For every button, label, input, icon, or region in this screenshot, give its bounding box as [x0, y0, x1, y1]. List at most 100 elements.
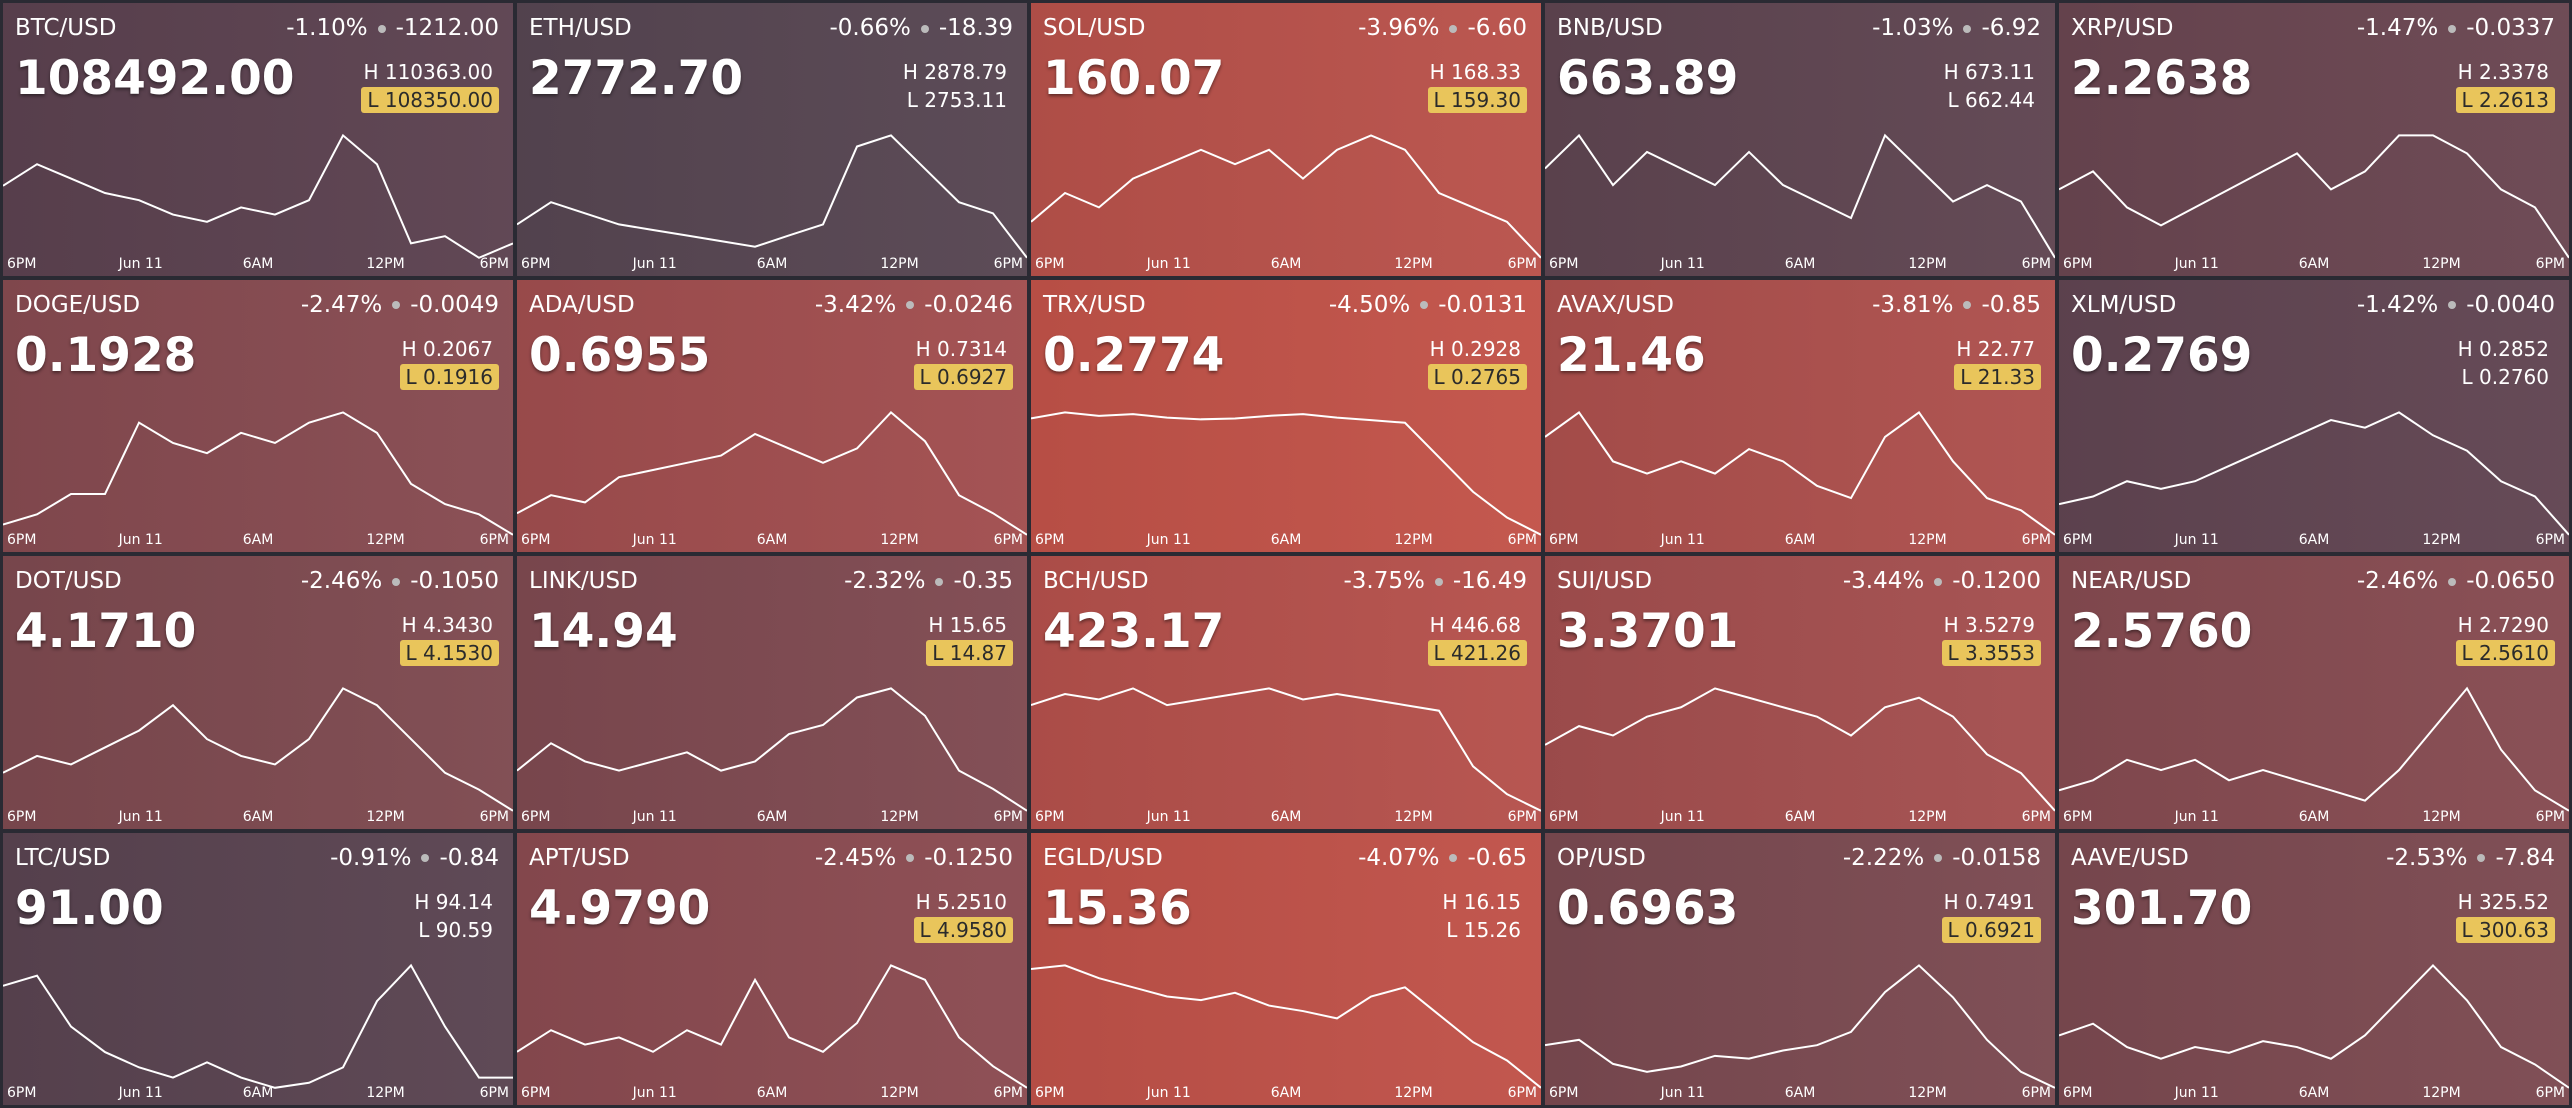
sparkline	[1031, 121, 1541, 265]
change: -2.53% -7.84	[2386, 845, 2555, 871]
change-percent: -1.47%	[2356, 15, 2439, 41]
sparkline	[3, 398, 513, 542]
low-value: 0.1916	[423, 364, 493, 389]
x-axis-label: Jun 11	[632, 255, 677, 272]
high-prefix: H	[1442, 889, 1458, 914]
low-prefix: L	[906, 88, 918, 112]
x-axis-label: 12PM	[2422, 532, 2461, 548]
x-axis-label: Jun 11	[1660, 1085, 1705, 1101]
price-line	[3, 412, 513, 534]
low-value: 662.44	[1965, 88, 2035, 112]
high-prefix: H	[1429, 60, 1445, 84]
change-amount: -0.0650	[2466, 568, 2555, 594]
x-axis-label: 12PM	[366, 1085, 405, 1101]
x-axis-label: 12PM	[880, 532, 919, 548]
price: 0.1928	[15, 327, 197, 383]
price: 3.3701	[1557, 604, 1739, 659]
change-amount: -18.39	[938, 15, 1013, 41]
high: H 16.15	[1436, 889, 1527, 915]
change-amount: -0.35	[953, 568, 1013, 594]
price: 0.2774	[1043, 327, 1225, 383]
change-percent: -4.07%	[1358, 844, 1440, 871]
price: 0.2769	[2071, 327, 2253, 383]
price: 91.00	[15, 880, 164, 936]
low: L 421.26	[1427, 640, 1527, 666]
high: H 15.65	[922, 612, 1013, 638]
change-percent: -4.50%	[1328, 291, 1411, 318]
high-prefix: H	[928, 613, 944, 637]
x-axis-label: 6PM	[7, 255, 37, 272]
x-axis-label: 12PM	[1394, 255, 1433, 272]
x-axis-label: Jun 11	[632, 1085, 677, 1101]
x-axis-label: 6PM	[521, 1085, 551, 1101]
high-value: 94.14	[435, 889, 493, 914]
x-axis-label: 6AM	[242, 808, 274, 825]
price: 663.89	[1557, 51, 1739, 106]
low-value: 4.9580	[937, 917, 1007, 942]
low-prefix: L	[1960, 364, 1972, 389]
x-axis-label: 6PM	[7, 808, 37, 825]
change-amount: -6.92	[1981, 15, 2041, 41]
change-amount: -0.65	[1467, 844, 1527, 871]
x-axis-label: 6PM	[479, 1085, 509, 1101]
pair-name: TRX/USD	[1043, 291, 1146, 318]
x-axis-label: Jun 11	[118, 255, 163, 272]
pair-name: LINK/USD	[529, 568, 638, 594]
change-amount: -0.0337	[2466, 15, 2555, 41]
x-axis-label: Jun 11	[1660, 532, 1705, 548]
ticker-tile: DOT/USD -2.46% -0.1050 4.1710 H 4.3430 L 4.15…	[3, 556, 513, 829]
low: L 3.3553	[1941, 640, 2041, 666]
pair-name: NEAR/USD	[2071, 568, 2192, 594]
price: 160.07	[1043, 51, 1225, 106]
change-amount: -0.0049	[410, 291, 499, 318]
change: -3.42% -0.0246	[815, 292, 1013, 318]
low: L 159.30	[1427, 87, 1527, 113]
high-value: 0.7314	[937, 336, 1007, 361]
high-value: 4.3430	[423, 613, 493, 637]
x-axis-label: 12PM	[366, 808, 405, 825]
change: -1.10% -1212.00	[286, 15, 499, 41]
change: -2.32% -0.35	[844, 568, 1013, 594]
high: H 2878.79	[897, 59, 1013, 85]
change: -2.22% -0.0158	[1843, 845, 2041, 871]
x-axis-label: 6PM	[2535, 1085, 2565, 1101]
x-axis-label: 6AM	[1784, 255, 1816, 272]
low: L 2.5610	[2455, 640, 2555, 666]
separator-dot	[377, 24, 386, 33]
x-axis-label: 12PM	[1394, 532, 1433, 548]
sparkline	[1545, 398, 2055, 542]
low: L 2753.11	[901, 87, 1013, 113]
x-axis-label: 6PM	[993, 532, 1023, 548]
high-value: 0.2852	[2479, 336, 2549, 361]
price: 4.1710	[15, 604, 197, 659]
high-prefix: H	[2457, 60, 2473, 84]
low: L 108350.00	[361, 87, 499, 113]
low-prefix: L	[1947, 917, 1959, 942]
separator-dot	[2448, 24, 2457, 33]
x-axis-label: 12PM	[880, 808, 919, 825]
separator-dot	[1434, 577, 1443, 586]
pair-name: SOL/USD	[1043, 15, 1146, 41]
high-value: 0.2928	[1451, 336, 1521, 361]
high: H 0.7314	[910, 336, 1013, 362]
low-value: 0.6927	[937, 364, 1007, 389]
sparkline	[517, 121, 1027, 265]
change-percent: -0.91%	[330, 844, 412, 871]
price-line	[1545, 412, 2055, 534]
x-axis-label: 6PM	[479, 255, 509, 272]
ticker-tile: TRX/USD -4.50% -0.0131 0.2774 H 0.2928 L 0.27…	[1031, 279, 1541, 552]
change: -3.75% -16.49	[1343, 568, 1527, 594]
low: L 0.2760	[2456, 364, 2556, 390]
change-percent: -0.66%	[829, 15, 911, 41]
low-prefix: L	[1433, 641, 1445, 665]
x-axis-label: 6PM	[1507, 1085, 1537, 1101]
low-prefix: L	[1947, 641, 1959, 665]
change: -3.96% -6.60	[1358, 15, 1527, 41]
pair-name: BNB/USD	[1557, 15, 1663, 41]
change: -1.42% -0.0040	[2357, 292, 2555, 318]
sparkline	[517, 951, 1027, 1095]
x-axis-label: 6PM	[521, 255, 551, 272]
change-amount: -7.84	[2495, 844, 2555, 871]
high-prefix: H	[401, 336, 417, 361]
price: 423.17	[1043, 604, 1225, 659]
